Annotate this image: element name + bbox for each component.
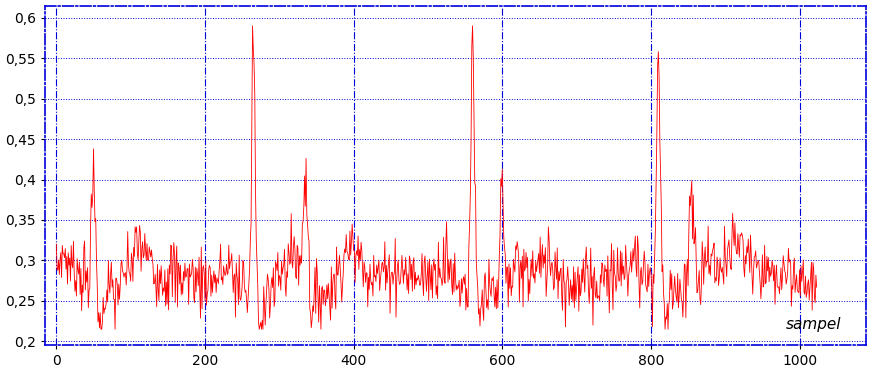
Text: sampel: sampel [787, 317, 841, 332]
